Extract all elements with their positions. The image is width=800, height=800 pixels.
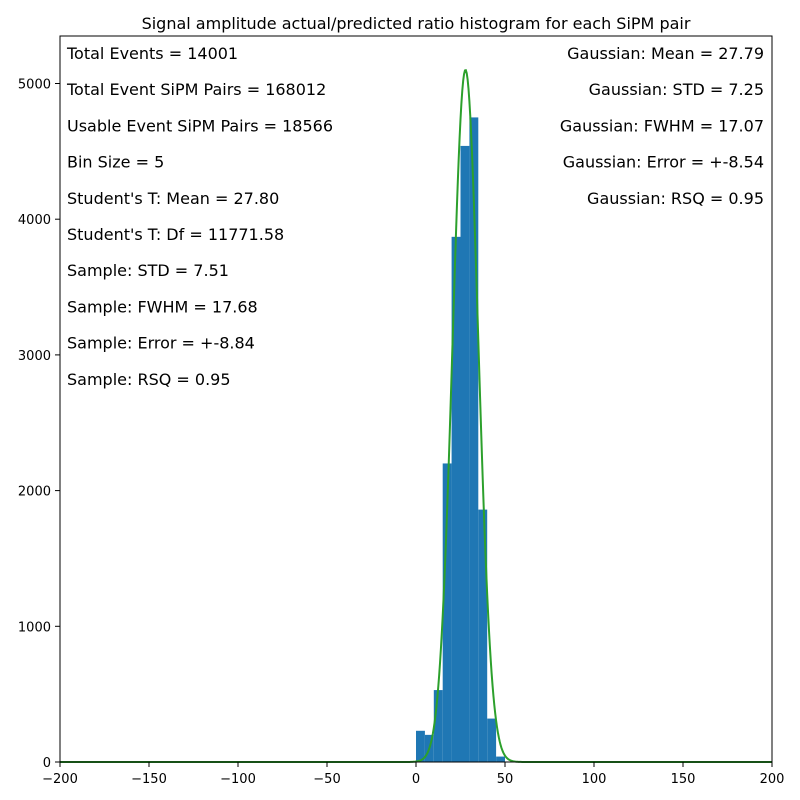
y-tick-label: 5000: [18, 77, 51, 92]
y-tick-label: 1000: [18, 620, 51, 635]
annotations-right: Gaussian: Mean = 27.79 Gaussian: STD = 7.…: [560, 44, 764, 208]
histogram-bar-9: [496, 756, 505, 762]
y-tick-label: 3000: [18, 349, 51, 364]
x-tick-label: 50: [497, 772, 514, 787]
annotation-left-1: Total Event SiPM Pairs = 168012: [66, 80, 326, 99]
annotations-left: Total Events = 14001 Total Event SiPM Pai…: [66, 44, 333, 389]
x-tick-label: −50: [313, 772, 340, 787]
chart-title: Signal amplitude actual/predicted ratio …: [142, 14, 691, 33]
annotation-left-5: Student's T: Df = 11771.58: [67, 225, 284, 244]
x-tick-label: −200: [42, 772, 78, 787]
annotation-right-3: Gaussian: Error = +-8.54: [563, 153, 764, 172]
annotation-left-8: Sample: Error = +-8.84: [67, 334, 255, 353]
x-tick-label: −150: [131, 772, 167, 787]
annotation-left-6: Sample: STD = 7.51: [67, 261, 229, 280]
gaussian-fit-curve: [60, 68, 772, 763]
histogram-bar-8: [487, 718, 497, 762]
annotation-left-3: Bin Size = 5: [67, 153, 164, 172]
y-axis: 0 1000 2000 3000 4000 5000: [18, 77, 60, 771]
y-tick-label: 4000: [18, 213, 51, 228]
histogram-bar-0: [416, 730, 425, 762]
y-tick-label: 2000: [18, 485, 51, 500]
histogram-bar-2: [433, 690, 443, 762]
x-axis: −200 −150 −100 −50 0 50 100 150 200: [42, 762, 784, 787]
histogram-bar-5: [460, 145, 470, 763]
histogram-bar-4: [451, 236, 461, 762]
plot-frame: [59, 35, 773, 763]
annotation-right-1: Gaussian: STD = 7.25: [589, 80, 764, 99]
annotation-left-2: Usable Event SiPM Pairs = 18566: [67, 116, 333, 135]
x-tick-label: 0: [412, 772, 420, 787]
annotation-left-0: Total Events = 14001: [66, 44, 238, 63]
annotation-left-9: Sample: RSQ = 0.95: [67, 370, 231, 389]
histogram-bar-3: [442, 463, 452, 762]
annotation-left-4: Student's T: Mean = 27.80: [67, 189, 279, 208]
histogram-bar-7: [478, 509, 488, 762]
x-tick-label: 100: [582, 772, 607, 787]
annotation-left-7: Sample: FWHM = 17.68: [67, 297, 258, 316]
annotation-right-2: Gaussian: FWHM = 17.07: [560, 116, 764, 135]
x-tick-label: −100: [220, 772, 256, 787]
annotation-right-0: Gaussian: Mean = 27.79: [567, 44, 764, 63]
annotation-right-4: Gaussian: RSQ = 0.95: [587, 189, 764, 208]
histogram-bar-6: [469, 117, 479, 763]
x-tick-label: 150: [671, 772, 696, 787]
x-tick-label: 200: [760, 772, 785, 787]
y-tick-label: 0: [43, 756, 51, 771]
